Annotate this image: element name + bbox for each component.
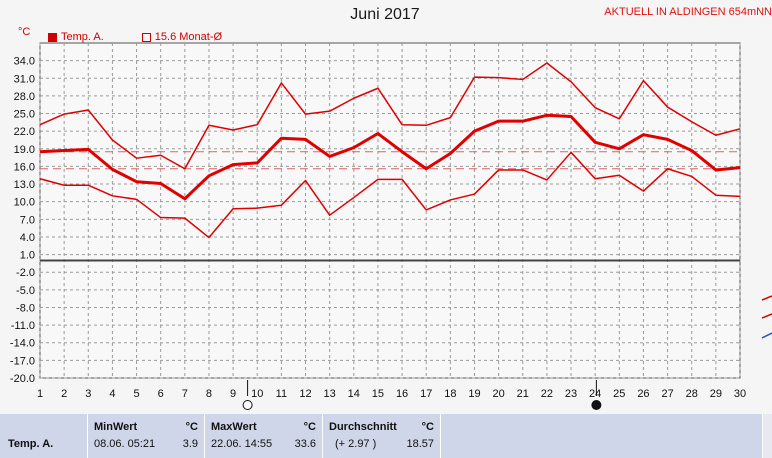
- moon-phases: [242, 380, 602, 410]
- stats-min-datetime: 08.06. 05:21: [94, 438, 156, 450]
- x-tick-label: 2: [61, 388, 67, 400]
- x-tick-label: 11: [276, 388, 287, 400]
- x-tick-label: 27: [661, 388, 673, 400]
- x-tick-label: 30: [734, 388, 746, 400]
- x-tick-label: 23: [565, 388, 577, 400]
- y-tick-label: 4.0: [20, 232, 35, 244]
- stats-max-datetime: 22.06. 14:55: [211, 438, 273, 450]
- y-tick-label: -5.0: [16, 285, 35, 297]
- x-tick-label: 24: [589, 388, 601, 400]
- legend-mean-label: 15.6 Monat-Ø: [154, 31, 223, 43]
- y-tick-label: 7.0: [20, 214, 35, 226]
- y-tick-label: -11.0: [11, 320, 35, 332]
- plot-area: [39, 42, 741, 379]
- new-moon-icon: [591, 400, 602, 410]
- x-tick-label: 16: [396, 388, 408, 400]
- x-tick-label: 8: [206, 388, 212, 400]
- stats-min-unit: °C: [185, 421, 198, 433]
- y-tick-label: -20.0: [10, 373, 35, 385]
- y-tick-label: -2.0: [16, 267, 35, 279]
- x-tick-label: 18: [444, 388, 456, 400]
- y-tick-label: 31.0: [14, 73, 35, 85]
- series-lines: [39, 62, 741, 239]
- station-label: AKTUELL IN ALDINGEN 654mNN: [604, 6, 772, 18]
- stats-max-header: MaxWert: [211, 421, 257, 433]
- y-tick-label: 22.0: [14, 126, 35, 138]
- legend-mean-swatch: [141, 32, 151, 42]
- edge-mark: [761, 313, 772, 319]
- right-edge-marks: [761, 295, 772, 339]
- y-unit-label: °C: [18, 26, 31, 38]
- y-tick-label: 19.0: [14, 144, 35, 156]
- x-tick-label: 15: [372, 388, 384, 400]
- x-tick-label: 13: [324, 388, 336, 400]
- x-tick-label: 10: [251, 388, 263, 400]
- x-tick-label: 26: [637, 388, 649, 400]
- y-tick-label: 1.0: [20, 250, 35, 262]
- x-tick-label: 28: [686, 388, 698, 400]
- stats-avg-delta: (+ 2.97 ): [335, 438, 377, 450]
- x-tick-label: 29: [710, 388, 722, 400]
- y-tick-labels: 34.0 31.0 28.0 25.0 22.0 19.0 16.0 13.0 10.0 7.0 4…: [10, 56, 35, 385]
- stats-avg-header: Durchschnitt: [329, 421, 397, 433]
- y-tick-label: 10.0: [14, 197, 35, 209]
- x-tick-label: 12: [299, 388, 311, 400]
- x-tick-label: 7: [182, 388, 188, 400]
- legend-temp-label: Temp. A.: [61, 31, 104, 43]
- chart-title: Juni 2017: [350, 6, 420, 23]
- stats-avg-unit: °C: [421, 421, 434, 433]
- grid: [39, 43, 741, 379]
- stats-row-label-cell: Temp. A.: [0, 414, 88, 458]
- edge-mark: [761, 295, 772, 301]
- legend-temp-swatch: [48, 32, 57, 42]
- y-tick-label: 25.0: [14, 109, 35, 121]
- x-tick-label: 14: [348, 388, 360, 400]
- stats-avg-value: 18.57: [406, 438, 434, 450]
- stats-min-value: 3.9: [182, 438, 198, 450]
- y-tick-label: 28.0: [14, 91, 35, 103]
- y-tick-label: -14.0: [10, 338, 35, 350]
- x-tick-label: 4: [109, 388, 115, 400]
- stats-empty-cell: [441, 414, 763, 458]
- x-tick-labels: 1 2 3 4 5 6 7 8 9 10 11 12 13 14 15 16 17 18 19 20 21 22 23 24 2…: [37, 388, 746, 400]
- full-moon-icon: [242, 400, 253, 410]
- x-tick-label: 1: [37, 388, 43, 400]
- stats-max-cell: MaxWert °C 22.06. 14:55 33.6: [205, 414, 323, 458]
- x-tick-label: 17: [420, 388, 432, 400]
- stats-row-label: Temp. A.: [8, 438, 54, 450]
- plot-frame: [39, 42, 741, 379]
- series-line-min: [39, 151, 741, 239]
- x-tick-label: 3: [85, 388, 91, 400]
- x-tick-label: 25: [613, 388, 625, 400]
- series-line-max: [39, 62, 741, 170]
- series-line-mean: [39, 113, 741, 201]
- temperature-chart: 34.031.028.025.022.019.016.013.010.07.04…: [10, 42, 772, 410]
- stats-max-unit: °C: [303, 421, 316, 433]
- y-tick-label: 13.0: [14, 179, 35, 191]
- stats-max-value: 33.6: [294, 438, 316, 450]
- x-tick-label: 21: [517, 388, 529, 400]
- stats-min-cell: MinWert °C 08.06. 05:21 3.9: [88, 414, 205, 458]
- edge-mark: [761, 332, 772, 339]
- y-tick-label: -17.0: [10, 355, 35, 367]
- x-tick-label: 5: [133, 388, 139, 400]
- y-tick-label: 34.0: [14, 56, 35, 68]
- stats-min-header: MinWert: [94, 421, 138, 433]
- x-tick-label: 9: [230, 388, 236, 400]
- stats-panel: Temp. A. MinWert °C 08.06. 05:21 3.9 Max…: [0, 414, 772, 458]
- x-tick-label: 19: [468, 388, 480, 400]
- stats-avg-cell: Durchschnitt °C (+ 2.97 ) 18.57: [323, 414, 441, 458]
- x-tick-label: 22: [541, 388, 553, 400]
- x-tick-label: 6: [158, 388, 164, 400]
- legend: Temp. A. 15.6 Monat-Ø: [48, 31, 222, 43]
- y-tick-label: 16.0: [14, 161, 35, 173]
- y-tick-label: -8.0: [16, 302, 35, 314]
- x-tick-label: 20: [492, 388, 504, 400]
